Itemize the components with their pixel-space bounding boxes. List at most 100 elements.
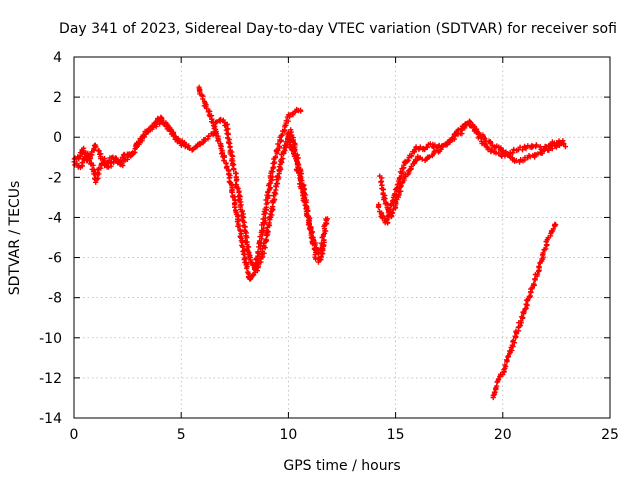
data-point [93,144,99,150]
data-point [290,150,297,157]
x-tick-label: 10 [279,427,297,443]
data-point [274,180,281,186]
series-arc-3b [377,118,567,220]
data-point [467,119,473,125]
y-tick-label: -6 [48,251,62,267]
data-point [229,189,235,195]
data-point [95,175,101,181]
data-point [285,118,291,124]
data-point [518,314,525,320]
data-series [71,84,568,401]
data-point [165,125,171,131]
data-point [511,146,517,153]
chart-title: Day 341 of 2023, Sidereal Day-to-day VTE… [59,21,617,37]
data-point [417,144,423,150]
x-tick-label: 20 [494,427,512,443]
y-axis-label: SDTVAR / TECUs [7,181,23,296]
data-point [540,250,546,256]
data-point [108,160,114,166]
data-point [244,265,250,271]
data-point [95,169,101,175]
series-arc-4 [490,221,559,401]
data-point [408,163,414,170]
data-point [487,139,493,145]
plot-frame [73,56,611,419]
grid-lines [74,57,610,418]
data-point [408,153,415,159]
data-point [271,160,277,166]
data-point [267,211,273,217]
x-tick-label: 25 [601,427,619,443]
data-point [90,162,96,168]
data-point [523,306,529,312]
data-point [405,157,411,163]
data-point [223,122,229,128]
data-point [233,208,239,214]
y-tick-label: -2 [48,170,62,186]
data-point [553,222,559,228]
data-point [510,338,516,344]
data-point [317,246,323,252]
data-point [215,138,221,144]
data-point [561,141,567,147]
data-point [249,259,255,266]
data-point [419,156,425,162]
x-tick-label: 5 [177,427,186,443]
data-point [278,137,284,143]
series-arc-2 [196,84,304,282]
data-point [375,204,381,210]
data-point [186,145,192,151]
data-point [260,254,266,260]
y-tick-label: 4 [53,50,62,66]
data-point [282,147,288,154]
data-point [280,156,286,162]
data-point [386,208,392,214]
data-point [282,142,288,148]
data-point [86,157,92,163]
data-point [261,225,267,231]
y-tick-label: 0 [53,130,62,146]
data-point [378,179,384,185]
data-point [205,136,211,142]
data-point [267,186,273,192]
data-point [318,240,325,246]
data-point [141,133,147,139]
data-point [484,143,490,149]
y-tick-label: -14 [39,411,62,427]
data-point [464,121,470,127]
data-point [272,189,278,196]
y-tick-label: -10 [39,331,62,347]
y-tick-label: -4 [48,210,62,226]
data-point [536,263,542,270]
data-point [397,184,403,190]
data-point [509,347,515,353]
data-point [272,154,279,160]
data-point [550,226,556,232]
data-point [218,151,225,157]
data-point [182,141,188,147]
data-point [531,281,537,287]
series-arc-1 [71,117,216,167]
data-point [562,144,568,150]
data-point [231,166,237,173]
data-point [396,188,402,194]
data-point [240,244,246,250]
axis-ticks: 0 5 10 15 20 25 -14 -12 -10 -8 -6 -4 -2 0 2 4 [39,50,619,443]
data-point [553,144,560,150]
data-point [105,164,111,170]
data-point [382,196,388,202]
data-point [549,146,555,152]
x-tick-label: 0 [70,427,79,443]
data-point [205,109,211,115]
y-tick-label: -8 [48,291,62,307]
data-point [521,309,527,315]
data-point [232,204,238,210]
series-arc-1b [71,114,188,185]
data-point [512,333,518,339]
x-tick-label: 15 [387,427,405,443]
data-point [255,249,261,255]
data-point [389,210,395,216]
data-point [119,161,125,167]
data-point [504,357,510,363]
